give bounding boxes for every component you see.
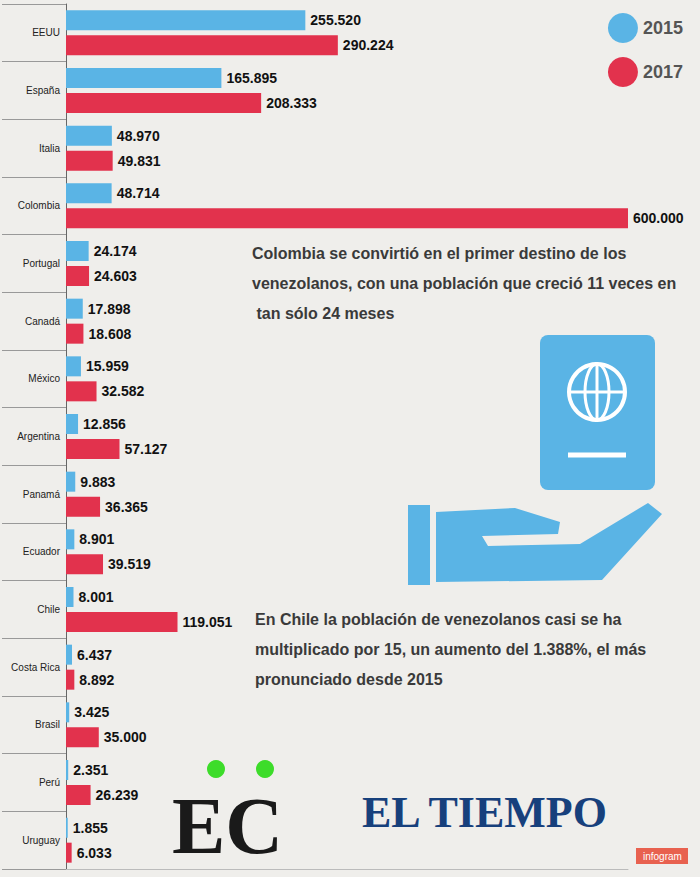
svg-text:8.892: 8.892 [79,672,114,688]
svg-text:EL TIEMPO: EL TIEMPO [362,788,607,837]
svg-text:600.000: 600.000 [633,210,684,226]
svg-text:6.033: 6.033 [77,845,112,861]
svg-text:Costa Rica: Costa Rica [11,662,60,673]
svg-text:2015: 2015 [643,18,683,38]
svg-text:290.224: 290.224 [343,37,394,53]
svg-text:Chile: Chile [37,604,60,615]
svg-text:17.898: 17.898 [88,301,131,317]
svg-text:57.127: 57.127 [125,441,168,457]
svg-text:12.856: 12.856 [83,416,126,432]
svg-text:multiplicado por 15, un aument: multiplicado por 15, un aumento del 1.38… [255,641,651,658]
svg-text:Italia: Italia [39,143,61,154]
svg-text:Uruguay: Uruguay [22,835,60,846]
svg-text:119.051: 119.051 [183,614,233,630]
svg-text:36.365: 36.365 [105,499,148,515]
svg-text:8.001: 8.001 [78,589,113,605]
svg-text:venezolanos, con una población: venezolanos, con una población que creci… [252,275,676,292]
svg-text:1.855: 1.855 [73,820,108,836]
svg-text:Colombia: Colombia [18,200,61,211]
svg-text:15.959: 15.959 [86,358,129,374]
svg-text:Perú: Perú [39,777,60,788]
svg-text:255.520: 255.520 [310,12,361,28]
svg-text:9.883: 9.883 [80,474,115,490]
svg-text:Brasil: Brasil [35,719,60,730]
svg-text:35.000: 35.000 [104,729,147,745]
svg-text:México: México [28,373,60,384]
svg-text:24.603: 24.603 [94,268,137,284]
svg-text:48.970: 48.970 [117,128,160,144]
svg-text:Colombia se convirtió en el pr: Colombia se convirtió en el primer desti… [252,245,631,262]
svg-text:3.425: 3.425 [74,704,109,720]
svg-text:39.519: 39.519 [108,556,151,572]
svg-text:EEUU: EEUU [32,27,60,38]
svg-text:En Chile la población de venez: En Chile la población de venezolanos cas… [255,611,626,628]
svg-text:Portugal: Portugal [23,258,60,269]
svg-text:26.239: 26.239 [96,787,139,803]
svg-text:49.831: 49.831 [118,153,161,169]
svg-text:8.901: 8.901 [79,531,114,547]
svg-text:2017: 2017 [643,62,683,82]
svg-text:2.351: 2.351 [73,762,108,778]
svg-text:18.608: 18.608 [88,326,131,342]
svg-text:EC: EC [172,782,283,870]
svg-text:208.333: 208.333 [266,95,317,111]
svg-text:Ecuador: Ecuador [23,546,61,557]
svg-text:48.714: 48.714 [117,185,160,201]
svg-text:Argentina: Argentina [17,431,60,442]
svg-text:6.437: 6.437 [77,647,112,663]
svg-text:tan sólo 24 meses: tan sólo 24 meses [252,305,394,322]
svg-text:España: España [26,85,60,96]
svg-text:32.582: 32.582 [102,383,145,399]
svg-text:24.174: 24.174 [94,243,137,259]
svg-text:infogram: infogram [643,851,682,862]
svg-text:pronunciado desde 2015: pronunciado desde 2015 [255,671,443,688]
svg-text:165.895: 165.895 [226,70,277,86]
svg-text:Canadá: Canadá [25,316,60,327]
svg-text:Panamá: Panamá [23,489,61,500]
